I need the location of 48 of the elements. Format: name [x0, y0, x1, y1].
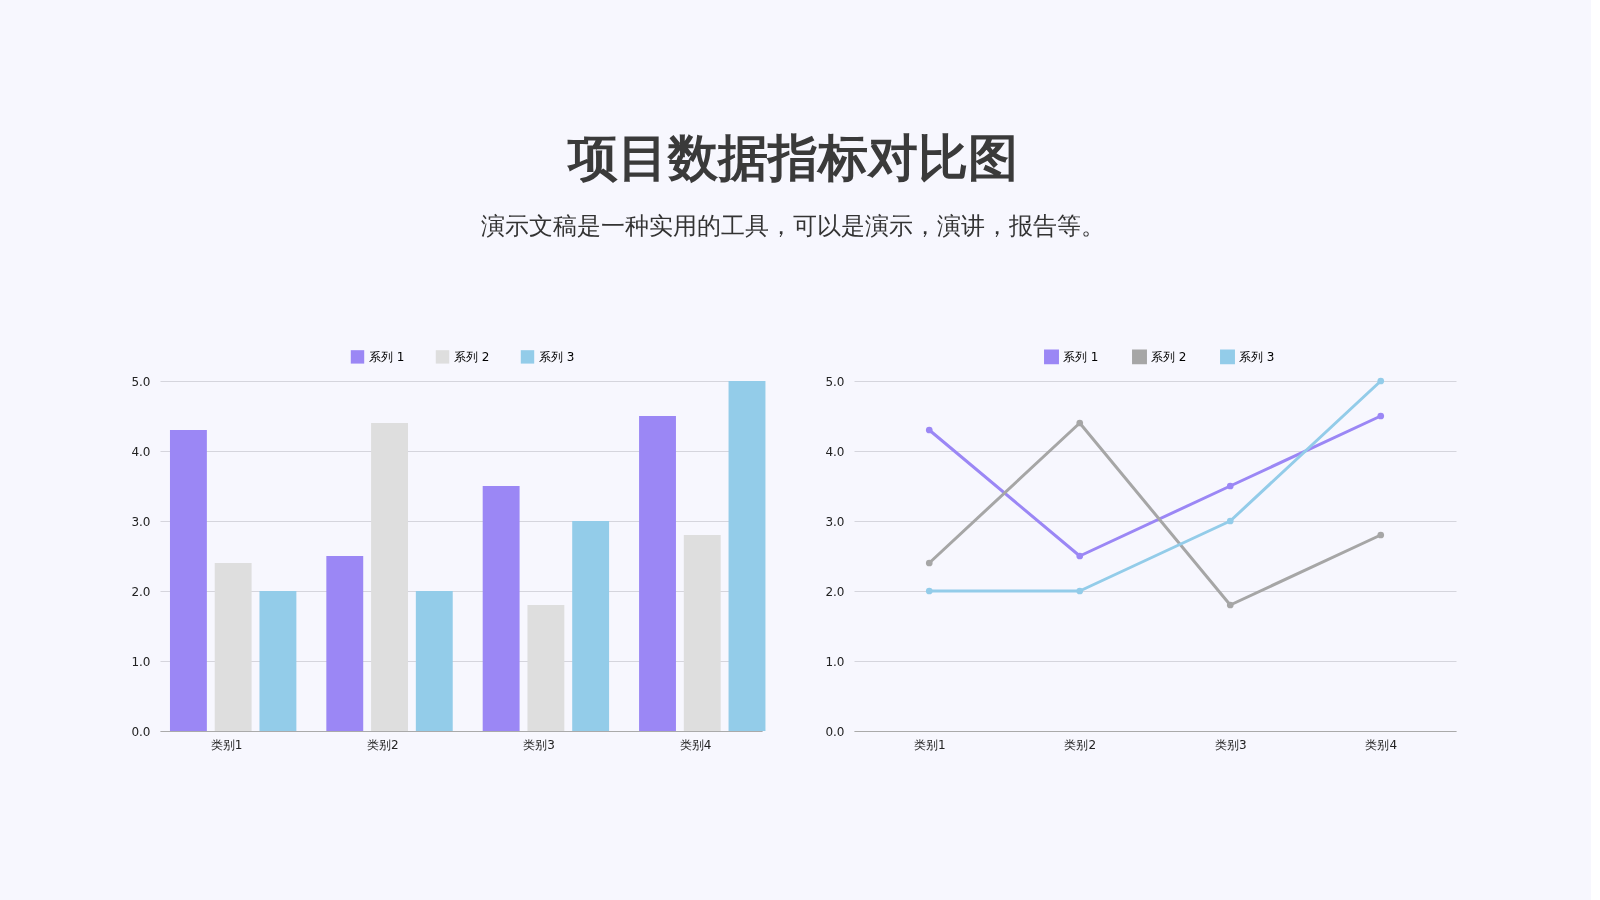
y-tick-label: 1.0: [131, 654, 151, 669]
chart-subtitle: 演示文稿是一种实用的工具，可以是演示，演讲，报告等。: [481, 212, 1106, 240]
point: [1226, 517, 1234, 525]
legend-label: 系列 2: [1151, 349, 1187, 364]
point: [925, 559, 933, 567]
y-tick-label: 5.0: [825, 374, 845, 389]
point: [1226, 601, 1234, 609]
x-tick-label: 类别1: [210, 737, 243, 752]
point: [1377, 412, 1385, 420]
bar: [728, 381, 766, 731]
y-tick-label: 3.0: [131, 514, 151, 529]
legend-label: 系列 1: [369, 349, 405, 364]
point: [925, 426, 933, 434]
x-tick-label: 类别2: [367, 737, 399, 752]
x-tick-label: 类别1: [913, 737, 946, 752]
legend-label: 系列 3: [539, 349, 575, 364]
y-tick-label: 5.0: [131, 374, 151, 389]
point: [1076, 552, 1084, 560]
y-tick-label: 0.0: [131, 724, 151, 739]
bar: [639, 416, 676, 731]
bar: [482, 486, 520, 731]
point: [1226, 482, 1234, 490]
point: [1076, 587, 1084, 595]
point: [1076, 419, 1084, 427]
bar: [169, 430, 207, 731]
y-tick-label: 0.0: [825, 724, 845, 739]
bar: [572, 521, 610, 731]
x-tick-label: 类别3: [1214, 737, 1247, 752]
bar: [259, 591, 297, 731]
y-tick-label: 2.0: [825, 584, 845, 599]
point: [1377, 531, 1385, 539]
point: [925, 587, 933, 595]
x-tick-label: 类别4: [1365, 737, 1398, 752]
y-tick-label: 2.0: [131, 584, 151, 599]
legend-label: 系列 3: [1239, 349, 1275, 364]
bar: [326, 556, 364, 731]
y-tick-label: 4.0: [131, 444, 151, 459]
x-tick-label: 类别2: [1064, 737, 1097, 752]
point: [1377, 377, 1385, 385]
bar: [415, 591, 453, 731]
legend-label: 系列 2: [454, 349, 490, 364]
y-tick-label: 1.0: [825, 654, 845, 669]
y-tick-label: 4.0: [825, 444, 845, 459]
legend-label: 系列 1: [1063, 349, 1099, 364]
chart-title: 项目数据指标对比图: [566, 129, 1019, 187]
x-tick-label: 类别4: [679, 737, 712, 752]
x-tick-label: 类别3: [523, 737, 555, 752]
y-tick-label: 3.0: [825, 514, 845, 529]
